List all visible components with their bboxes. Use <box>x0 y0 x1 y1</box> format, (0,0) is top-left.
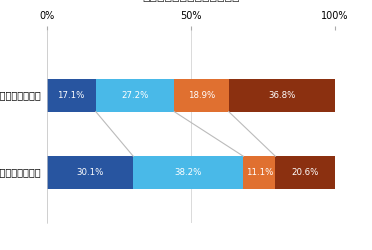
Bar <box>174 79 229 112</box>
Text: 20.6%: 20.6% <box>291 168 319 177</box>
Text: 17.1%: 17.1% <box>57 91 85 100</box>
Title: 温泉（旅行）は平日に行くか: 温泉（旅行）は平日に行くか <box>142 0 240 3</box>
Text: 18.9%: 18.9% <box>188 91 215 100</box>
Text: 30.1%: 30.1% <box>76 168 103 177</box>
Bar <box>46 156 133 188</box>
Bar <box>275 156 335 188</box>
Text: 11.1%: 11.1% <box>246 168 273 177</box>
Bar <box>133 156 243 188</box>
Bar <box>46 79 96 112</box>
Text: 38.2%: 38.2% <box>175 168 202 177</box>
Text: 27.2%: 27.2% <box>121 91 149 100</box>
Bar <box>243 156 275 188</box>
Bar <box>229 79 335 112</box>
Bar <box>96 79 174 112</box>
Text: 36.8%: 36.8% <box>268 91 295 100</box>
